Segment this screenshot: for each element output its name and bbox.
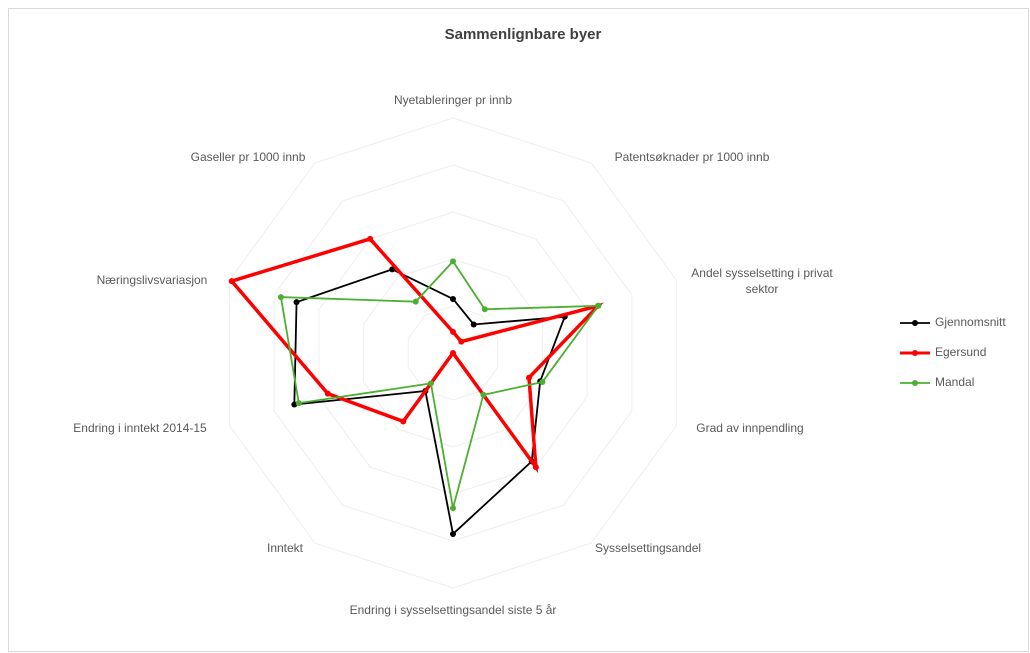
axis-label: Andel sysselsetting i privat sektor (691, 266, 833, 296)
data-point (450, 328, 456, 335)
axis-label: Endring i inntekt 2014-15 (73, 421, 207, 435)
data-point (595, 302, 602, 309)
data-point (324, 390, 331, 397)
legend-label: Egersund (935, 345, 986, 359)
legend-marker (912, 320, 918, 326)
axis-label: Endring i sysselsettingsandel siste 5 år (349, 603, 557, 617)
data-point (525, 374, 532, 381)
axis-label: Patentsøknader pr 1000 innb (614, 150, 770, 164)
chart-border (8, 8, 1029, 652)
grid-ring (273, 164, 633, 542)
axis-label: Grad av innpendling (696, 421, 804, 435)
data-point (539, 379, 546, 386)
axis-label: Gaseller pr 1000 innb (190, 150, 306, 164)
data-point (277, 294, 284, 301)
axis-label: Nyetableringer pr innb (393, 93, 513, 107)
data-point (293, 299, 300, 306)
data-point (450, 350, 456, 356)
chart-title: Sammenlignbare byer (445, 26, 602, 43)
data-point (450, 530, 456, 537)
data-point (532, 464, 539, 471)
data-point (481, 306, 488, 313)
data-point (367, 235, 374, 242)
data-point (480, 391, 487, 398)
axis-label: Inntekt (266, 541, 304, 555)
data-point (458, 338, 465, 345)
legend-label: Mandal (935, 375, 974, 389)
legend-marker (912, 380, 918, 386)
data-point (450, 258, 456, 265)
data-point (470, 321, 477, 328)
axis-label: Sysselsettingsandel (594, 541, 702, 555)
data-point (400, 418, 407, 425)
grid-ring (229, 117, 677, 589)
data-point (412, 298, 419, 305)
axis-label: Næringslivsvariasjon (96, 273, 208, 287)
data-point (228, 278, 235, 285)
data-point (295, 400, 302, 407)
legend-marker (912, 350, 918, 356)
data-point (450, 295, 456, 302)
legend-label: Gjennomsnitt (935, 315, 1006, 329)
grid-ring (318, 211, 588, 495)
data-point (450, 505, 456, 512)
grid-ring (407, 305, 499, 401)
data-point (427, 380, 434, 387)
